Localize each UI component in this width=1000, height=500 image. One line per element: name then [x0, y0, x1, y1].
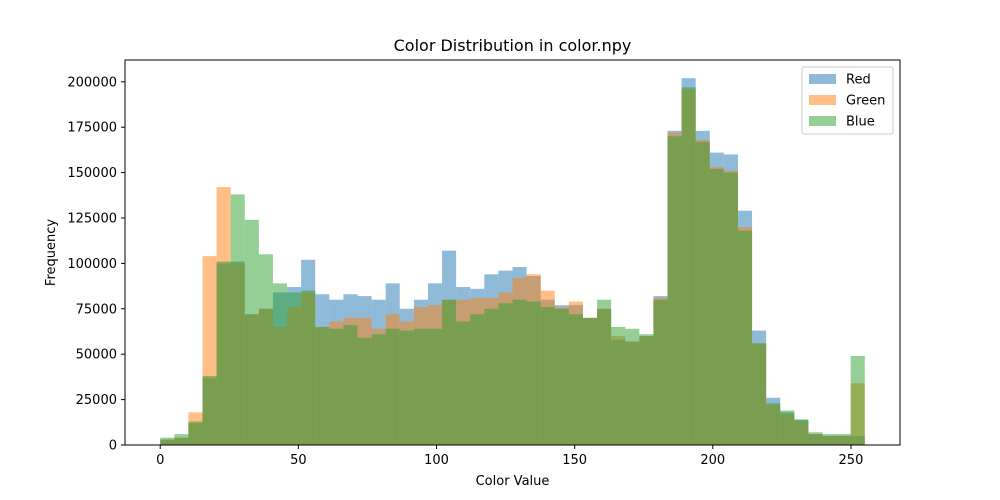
bar-blue	[357, 337, 372, 445]
bar-blue	[272, 283, 288, 445]
bar-blue	[329, 328, 344, 445]
y-tick-label: 175000	[67, 121, 117, 136]
bar-blue	[484, 308, 499, 445]
bar-blue	[385, 328, 400, 445]
bar-blue	[667, 136, 682, 445]
bar-blue	[301, 290, 316, 445]
bar-blue	[244, 219, 259, 445]
y-axis-label: Frequency	[44, 219, 59, 286]
bar-blue	[287, 292, 302, 445]
bar-blue	[639, 334, 654, 445]
x-axis-label: Color Value	[476, 474, 550, 489]
bar-blue	[230, 194, 245, 445]
bar-blue	[442, 299, 457, 445]
y-tick-label: 200000	[67, 75, 117, 90]
y-axis: 0 25000 50000 75000 100000 125000 150000 175000…	[67, 75, 125, 454]
bar-blue	[399, 330, 414, 445]
bar-blue	[808, 432, 823, 445]
plot-frame	[124, 59, 901, 446]
bar-blue	[554, 308, 569, 445]
bar-blue	[343, 325, 358, 445]
bar-blue	[597, 299, 612, 445]
bar-blue	[526, 301, 541, 445]
bar-blue	[413, 328, 428, 445]
bar-blue	[625, 328, 640, 445]
bar-blue	[315, 326, 330, 445]
bar-blue	[512, 299, 527, 445]
x-tick-label: 200	[700, 453, 725, 468]
y-tick-label: 25000	[76, 393, 117, 408]
bar-blue	[188, 421, 203, 445]
legend-swatch-green	[809, 95, 836, 105]
legend: Red Green Blue	[801, 66, 894, 135]
x-tick-label: 100	[424, 453, 449, 468]
bar-blue	[174, 434, 189, 445]
y-tick-label: 0	[109, 439, 117, 454]
bar-blue	[611, 326, 626, 445]
y-tick-label: 100000	[67, 257, 117, 272]
series-blue	[160, 87, 865, 446]
bar-blue	[456, 321, 471, 445]
bar-blue	[723, 172, 738, 445]
y-tick-label: 50000	[76, 348, 117, 363]
y-tick-label: 150000	[67, 166, 117, 181]
x-tick-label: 250	[839, 453, 864, 468]
y-tick-label: 75000	[76, 302, 117, 317]
y-tick-label: 125000	[67, 211, 117, 226]
bar-blue	[258, 254, 273, 445]
bar-blue	[780, 410, 795, 445]
legend-label-red: Red	[846, 73, 871, 88]
bar-blue	[470, 314, 485, 445]
bar-blue	[822, 434, 837, 445]
bar-blue	[653, 299, 668, 445]
bar-blue	[695, 141, 710, 446]
x-axis: 0 50 100 150 200 250	[156, 445, 863, 468]
bar-blue	[836, 434, 851, 445]
bars-layer	[160, 78, 865, 446]
bar-blue	[709, 168, 724, 445]
legend-swatch-red	[809, 74, 836, 84]
bar-blue	[540, 306, 555, 445]
bar-blue	[160, 437, 175, 445]
bar-blue	[568, 314, 583, 445]
bar-blue	[202, 375, 217, 445]
legend-swatch-blue	[809, 116, 836, 126]
bar-blue	[681, 87, 696, 445]
bar-blue	[371, 334, 386, 445]
x-tick-label: 50	[290, 453, 307, 468]
bar-blue	[850, 356, 865, 445]
bar-blue	[737, 230, 753, 445]
bar-blue	[752, 343, 767, 445]
x-tick-label: 150	[562, 453, 587, 468]
bar-blue	[216, 261, 231, 445]
x-tick-label: 0	[156, 453, 164, 468]
bar-blue	[582, 317, 598, 445]
legend-label-blue: Blue	[846, 115, 875, 130]
bar-blue	[766, 403, 781, 445]
bar-blue	[427, 328, 443, 445]
chart-title: Color Distribution in color.npy	[394, 36, 632, 55]
legend-label-green: Green	[846, 94, 885, 109]
bar-blue	[498, 303, 513, 445]
bar-blue	[794, 419, 809, 445]
